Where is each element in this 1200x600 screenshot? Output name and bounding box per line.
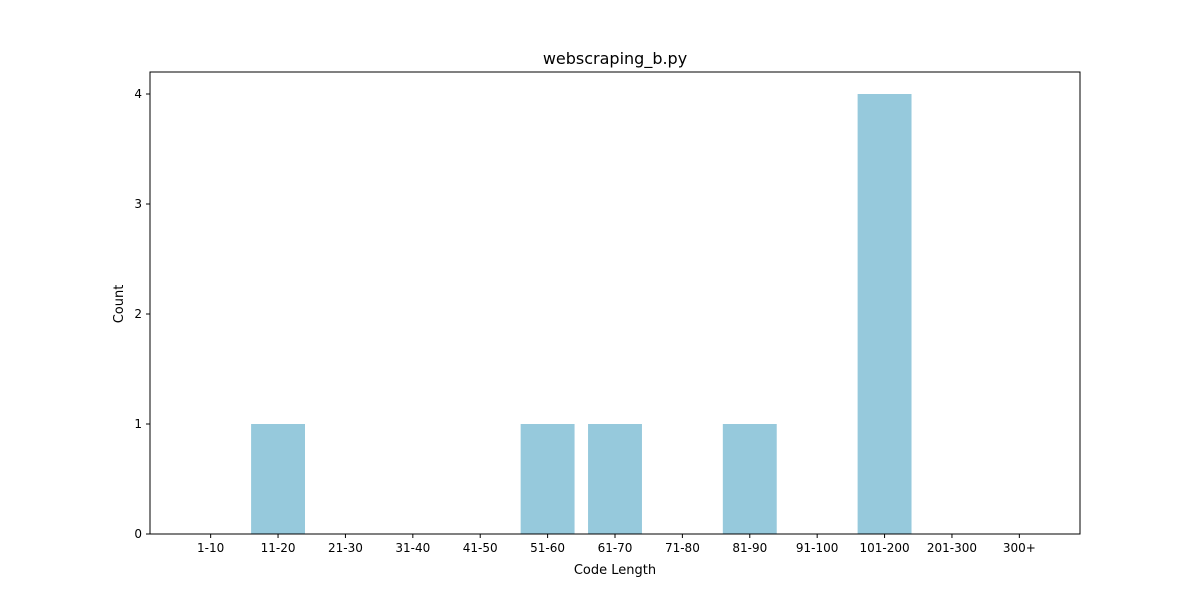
y-axis-label: Count bbox=[112, 285, 127, 324]
x-tick-label: 81-90 bbox=[732, 541, 767, 555]
x-tick-label: 31-40 bbox=[395, 541, 430, 555]
bar-61-70 bbox=[588, 424, 642, 534]
x-tick-label: 41-50 bbox=[463, 541, 498, 555]
chart-title: webscraping_b.py bbox=[543, 49, 687, 69]
bar-11-20 bbox=[251, 424, 305, 534]
x-axis-ticks: 1-10 11-20 21-30 31-40 41-50 51-60 61-70 71-80 8… bbox=[197, 534, 1036, 555]
y-tick-label: 4 bbox=[134, 87, 142, 101]
y-tick-label: 1 bbox=[134, 417, 142, 431]
bar-81-90 bbox=[722, 424, 777, 534]
x-tick-label: 11-20 bbox=[261, 541, 296, 555]
x-tick-label: 21-30 bbox=[328, 541, 363, 555]
bar-51-60 bbox=[520, 424, 575, 534]
x-tick-label: 51-60 bbox=[530, 541, 565, 555]
y-axis-ticks: 0 1 2 3 4 bbox=[134, 87, 150, 541]
x-tick-label: 201-300 bbox=[927, 541, 977, 555]
bars-group bbox=[251, 94, 912, 534]
x-tick-label: 91-100 bbox=[796, 541, 839, 555]
x-tick-label: 300+ bbox=[1003, 541, 1036, 555]
x-tick-label: 61-70 bbox=[598, 541, 633, 555]
y-tick-label: 2 bbox=[134, 307, 142, 321]
y-tick-label: 0 bbox=[134, 527, 142, 541]
x-tick-label: 101-200 bbox=[859, 541, 909, 555]
x-tick-label: 1-10 bbox=[197, 541, 224, 555]
bar-101-200 bbox=[857, 94, 912, 534]
x-tick-label: 71-80 bbox=[665, 541, 700, 555]
x-axis-label: Code Length bbox=[574, 563, 656, 578]
y-tick-label: 3 bbox=[134, 197, 142, 211]
